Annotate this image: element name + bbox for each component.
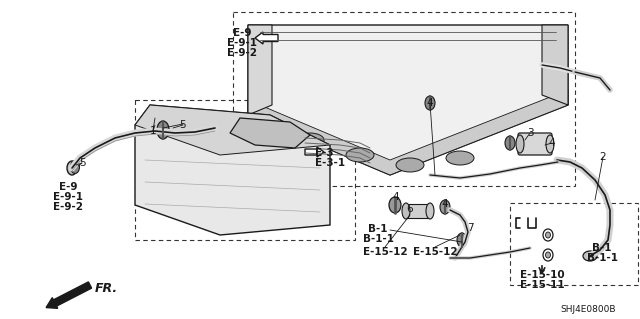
Ellipse shape [546, 135, 554, 153]
Polygon shape [248, 25, 568, 175]
Polygon shape [135, 105, 330, 235]
Ellipse shape [446, 151, 474, 165]
FancyBboxPatch shape [518, 133, 552, 155]
Ellipse shape [545, 252, 550, 258]
Text: E-3-1: E-3-1 [315, 158, 345, 168]
Text: E-3: E-3 [315, 148, 333, 158]
Ellipse shape [67, 161, 77, 175]
Ellipse shape [426, 203, 434, 219]
Bar [233, 12, 575, 186]
Ellipse shape [457, 233, 467, 247]
Text: B-1-1: B-1-1 [362, 234, 394, 244]
Text: E-9-1: E-9-1 [227, 38, 257, 48]
Ellipse shape [157, 121, 169, 139]
Text: 6: 6 [406, 204, 413, 214]
Ellipse shape [425, 96, 435, 110]
Text: E-15-10: E-15-10 [520, 270, 564, 280]
Text: B-1: B-1 [368, 224, 388, 234]
Ellipse shape [389, 197, 401, 213]
Text: E-9: E-9 [233, 28, 252, 38]
Polygon shape [406, 204, 430, 218]
Text: E-9-2: E-9-2 [53, 202, 83, 212]
Text: 4: 4 [548, 138, 556, 148]
FancyArrow shape [255, 32, 278, 44]
Polygon shape [135, 105, 330, 155]
Text: 5: 5 [180, 120, 186, 130]
Polygon shape [542, 25, 568, 105]
Ellipse shape [516, 135, 524, 153]
Text: 4: 4 [427, 98, 433, 108]
Text: E-9: E-9 [59, 182, 77, 192]
Polygon shape [248, 90, 568, 175]
FancyArrow shape [46, 282, 92, 308]
Text: 4: 4 [442, 199, 448, 209]
Ellipse shape [402, 203, 410, 219]
Text: B-1-1: B-1-1 [586, 253, 618, 263]
Text: B-1: B-1 [592, 243, 612, 253]
Text: 1: 1 [150, 126, 156, 136]
Ellipse shape [505, 136, 515, 150]
Bar [510, 203, 638, 285]
Bar [135, 100, 355, 240]
Text: 7: 7 [467, 223, 474, 233]
Ellipse shape [346, 148, 374, 162]
Ellipse shape [583, 251, 597, 261]
Ellipse shape [396, 158, 424, 172]
Text: E-15-12: E-15-12 [413, 247, 458, 257]
Text: 3: 3 [527, 128, 533, 138]
Ellipse shape [545, 232, 550, 238]
Ellipse shape [296, 133, 324, 147]
Text: E-9-2: E-9-2 [227, 48, 257, 58]
Polygon shape [230, 118, 310, 148]
Text: E-15-12: E-15-12 [363, 247, 407, 257]
Text: 4: 4 [393, 192, 399, 202]
Text: 5: 5 [79, 158, 85, 168]
Text: E-9-1: E-9-1 [53, 192, 83, 202]
Ellipse shape [440, 200, 450, 214]
Text: E-15-11: E-15-11 [520, 280, 564, 290]
FancyArrow shape [305, 147, 324, 157]
Polygon shape [248, 25, 272, 115]
Text: 2: 2 [600, 152, 606, 162]
Text: SHJ4E0800B: SHJ4E0800B [560, 305, 616, 314]
Text: FR.: FR. [95, 282, 118, 295]
Ellipse shape [70, 160, 79, 174]
